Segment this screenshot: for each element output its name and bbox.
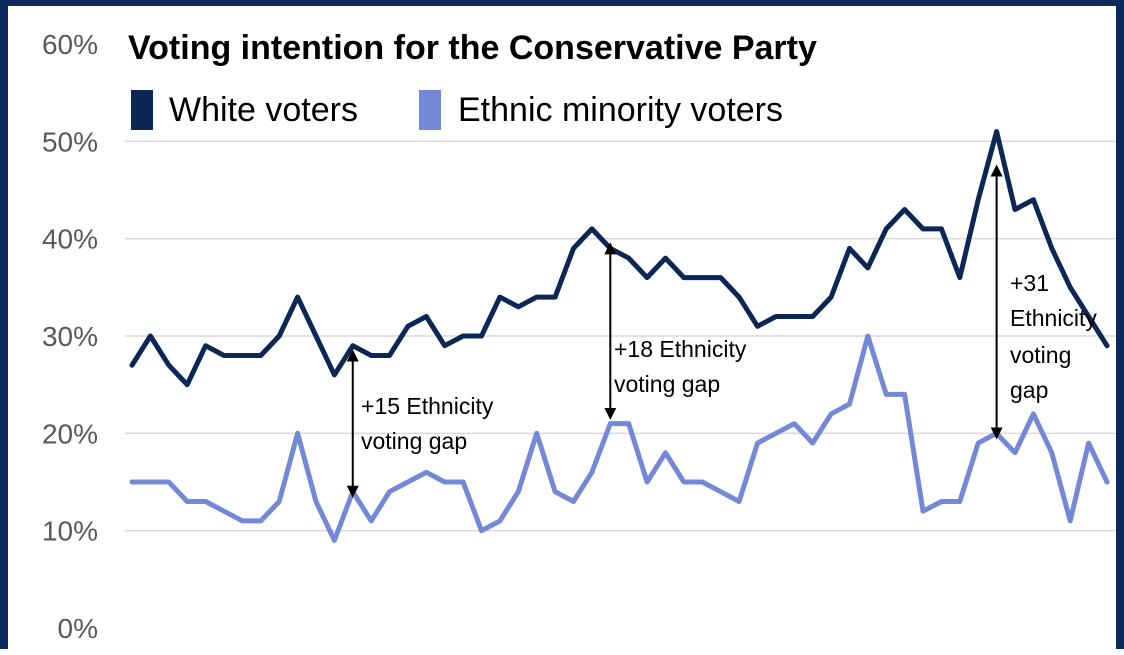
series-line-ethnic-minority-voters xyxy=(129,333,1110,543)
legend-swatch-white-voters xyxy=(131,90,153,130)
legend-label-ethnic-minority-voters: Ethnic minority voters xyxy=(458,91,783,129)
gap-label-1-line-2: voting gap xyxy=(361,428,467,454)
y-tick-label: 40% xyxy=(42,224,98,255)
annotations: +15 Ethnicity voting gap +18 Ethnicity v… xyxy=(346,164,1097,498)
gap-label-1-line-1: +15 Ethnicity xyxy=(361,393,494,419)
grid-lines xyxy=(125,140,1116,532)
y-tick-label: 20% xyxy=(42,418,98,449)
line-chart: 0% 10% 20% 30% 40% 50% 60% Voting intention fo… xyxy=(42,29,1116,644)
y-tick-label: 0% xyxy=(58,613,98,644)
series-line-white-voters xyxy=(129,129,1110,388)
chart-title: Voting intention for the Conservative Pa… xyxy=(128,29,817,67)
legend-swatch-ethnic-minority-voters xyxy=(419,90,441,130)
legend: White voters Ethnic minority voters xyxy=(131,90,783,130)
gap-label-2-line-1: +18 Ethnicity xyxy=(614,336,747,362)
y-tick-label: 30% xyxy=(42,321,98,352)
series-layer xyxy=(129,129,1110,543)
y-axis-ticks: 0% 10% 20% 30% 40% 50% 60% xyxy=(42,29,98,644)
legend-label-white-voters: White voters xyxy=(169,91,358,129)
y-tick-label: 10% xyxy=(42,516,98,547)
gap-label-3-line-3: voting xyxy=(1010,342,1071,368)
y-tick-label: 60% xyxy=(42,29,98,60)
gap-label-3-line-2: Ethnicity xyxy=(1010,305,1097,331)
gap-label-3-line-1: +31 xyxy=(1010,270,1049,296)
y-tick-label: 50% xyxy=(42,126,98,157)
gap-label-2-line-2: voting gap xyxy=(614,371,720,397)
gap-label-3-line-4: gap xyxy=(1010,377,1048,403)
